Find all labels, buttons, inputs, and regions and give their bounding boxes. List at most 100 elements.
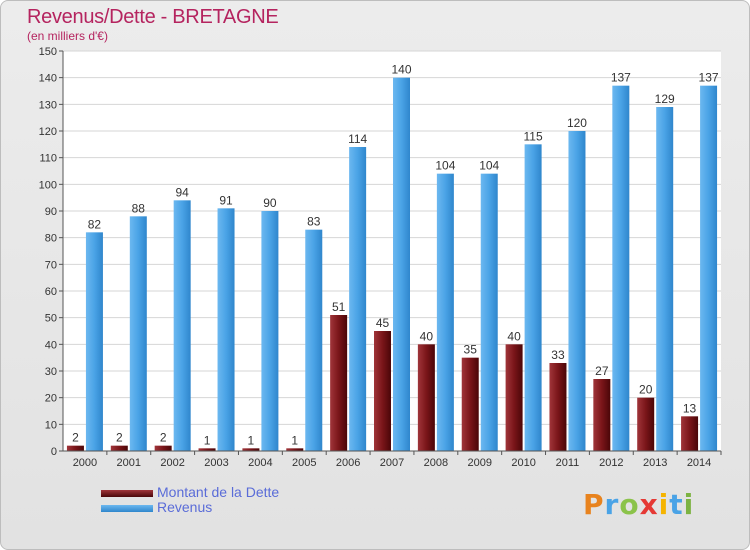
plot-area	[63, 51, 721, 451]
data-label-dette: 2	[160, 431, 167, 445]
data-label-revenus: 104	[435, 159, 455, 173]
data-label-dette: 27	[595, 364, 609, 378]
data-label-dette: 45	[376, 316, 390, 330]
proxiti-logo: Proxiti	[583, 488, 694, 521]
x-tick-label: 2008	[424, 457, 448, 469]
bar-dette	[417, 344, 435, 451]
data-label-dette: 13	[683, 401, 697, 415]
bar-revenus	[612, 85, 630, 452]
logo-letter: i	[658, 488, 670, 521]
x-tick-label: 2010	[511, 457, 535, 469]
y-tick-label: 140	[39, 73, 57, 85]
bar-revenus	[393, 77, 410, 452]
y-tick-label: 150	[39, 46, 57, 58]
y-tick-label: 90	[45, 206, 57, 218]
bar-revenus	[129, 216, 147, 451]
y-tick-label: 80	[45, 233, 57, 245]
bar-revenus	[217, 208, 235, 451]
legend-label-dette: Montant de la Dette	[157, 484, 280, 500]
y-tick-label: 30	[45, 366, 57, 378]
chart-title: Revenus/Dette - BRETAGNE	[27, 6, 279, 28]
data-label-revenus: 137	[699, 71, 719, 85]
bar-revenus	[85, 232, 103, 451]
bar-revenus	[173, 200, 191, 451]
data-label-dette: 1	[248, 433, 255, 447]
x-tick-label: 2002	[160, 457, 184, 469]
logo-letter: t	[669, 488, 684, 521]
data-label-revenus: 82	[88, 217, 102, 231]
bar-dette	[461, 357, 479, 451]
x-tick-label: 2013	[643, 457, 667, 469]
x-tick-label: 2001	[117, 457, 141, 469]
data-label-dette: 1	[204, 433, 211, 447]
bar-dette	[154, 445, 172, 451]
logo-letter: P	[583, 488, 605, 521]
bar-revenus	[524, 144, 542, 452]
data-label-dette: 20	[639, 383, 653, 397]
y-tick-label: 100	[39, 179, 57, 191]
bar-dette	[286, 448, 304, 451]
bar-revenus	[349, 147, 367, 451]
data-label-revenus: 120	[567, 116, 587, 130]
bar-dette	[242, 448, 260, 451]
bar-dette	[110, 445, 128, 451]
logo-letter: r	[604, 488, 620, 521]
x-tick-label: 2007	[380, 457, 404, 469]
data-label-revenus: 91	[219, 193, 233, 207]
bar-dette	[681, 416, 699, 451]
bar-revenus	[568, 131, 586, 451]
y-tick-label: 70	[45, 259, 57, 271]
data-label-revenus: 94	[175, 185, 189, 199]
data-label-dette: 40	[507, 329, 521, 343]
data-label-dette: 40	[420, 329, 434, 343]
data-label-revenus: 88	[132, 201, 146, 215]
bar-dette	[374, 331, 391, 451]
y-tick-label: 60	[45, 286, 57, 298]
data-label-revenus: 115	[524, 129, 543, 143]
data-label-dette: 33	[551, 348, 565, 362]
bar-revenus	[305, 229, 323, 451]
data-label-revenus: 137	[611, 71, 631, 85]
x-tick-label: 2014	[687, 457, 711, 469]
bar-revenus	[700, 85, 718, 452]
data-label-revenus: 114	[348, 132, 367, 146]
y-tick-label: 120	[39, 126, 57, 138]
bar-dette	[505, 344, 523, 451]
bar-dette	[593, 379, 611, 451]
x-tick-label: 2011	[556, 457, 580, 469]
logo-letter: x	[639, 488, 659, 521]
y-tick-label: 50	[45, 313, 57, 325]
data-label-dette: 1	[291, 433, 298, 447]
y-tick-label: 0	[51, 446, 57, 458]
data-label-revenus: 140	[391, 63, 411, 77]
logo-letter: o	[619, 488, 640, 521]
bar-dette	[549, 363, 567, 451]
x-tick-label: 2005	[292, 457, 316, 469]
data-label-revenus: 83	[307, 215, 321, 229]
x-tick-label: 2012	[599, 457, 623, 469]
data-label-revenus: 90	[263, 196, 277, 210]
data-label-revenus: 129	[655, 92, 675, 106]
logo-letter: i	[683, 488, 695, 521]
x-tick-label: 2006	[336, 457, 360, 469]
y-tick-label: 10	[45, 419, 57, 431]
bar-dette	[66, 445, 84, 451]
bar-revenus	[656, 107, 674, 451]
x-tick-label: 2000	[73, 457, 97, 469]
bar-dette	[330, 315, 348, 451]
bar-dette	[637, 397, 655, 451]
x-tick-label: 2009	[467, 457, 491, 469]
y-tick-label: 20	[45, 393, 57, 405]
data-label-revenus: 104	[479, 159, 499, 173]
bar-dette	[198, 448, 216, 451]
y-tick-label: 130	[39, 99, 57, 111]
legend-label-revenus: Revenus	[157, 499, 213, 515]
bar-revenus	[480, 173, 498, 451]
legend-swatch-revenus	[101, 505, 153, 512]
x-tick-label: 2004	[248, 457, 272, 469]
y-tick-label: 40	[45, 339, 57, 351]
chart-subtitle: (en milliers d'€)	[27, 29, 108, 43]
bar-revenus	[436, 173, 454, 451]
